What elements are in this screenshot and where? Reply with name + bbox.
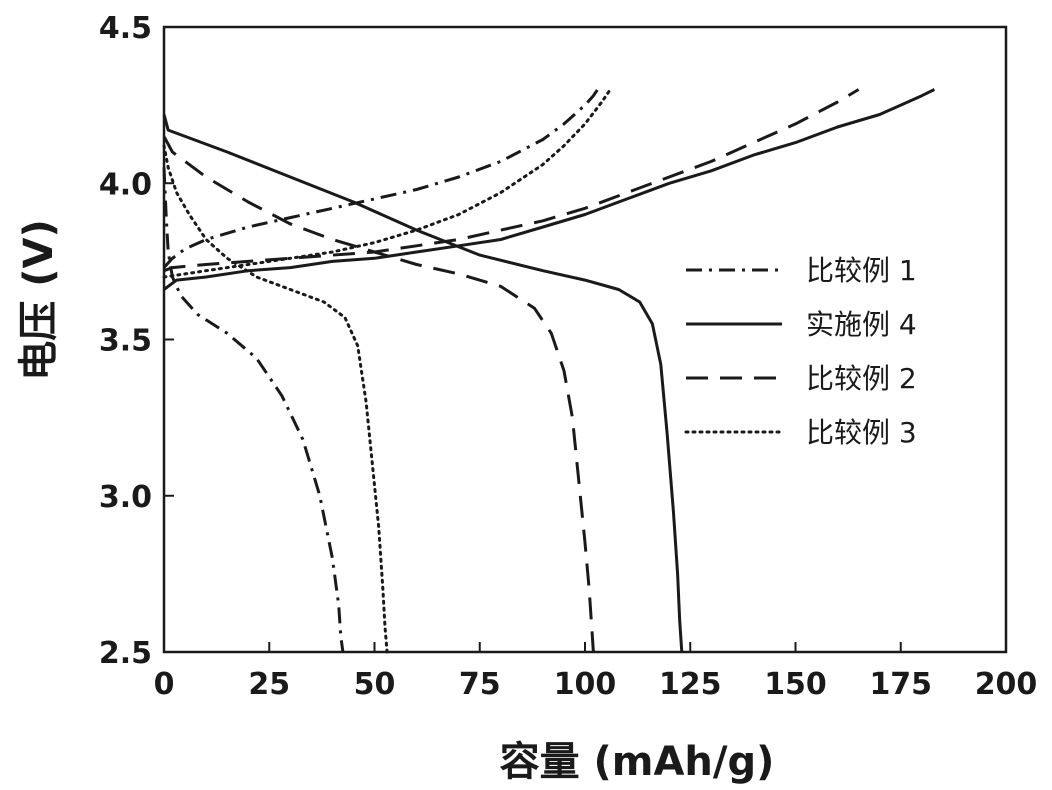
series-lines <box>162 88 936 654</box>
y-tick-label: 3.0 <box>99 480 152 515</box>
y-tick-label: 4.0 <box>99 167 152 202</box>
series-2-charge-line <box>163 88 936 291</box>
legend-label-3: 比较例 2 <box>806 362 917 395</box>
x-tick-label: 150 <box>764 667 827 702</box>
x-tick-label: 200 <box>975 667 1038 702</box>
series-4-discharge-line <box>162 144 389 654</box>
series-1-charge-line <box>162 88 599 269</box>
legend-label-4: 比较例 3 <box>806 416 917 449</box>
series-3-discharge-line <box>162 135 595 653</box>
y-axis-ticks: 2.5 3.0 3.5 4.0 4.5 <box>99 11 174 671</box>
x-tick-label: 50 <box>354 667 396 702</box>
y-tick-label: 3.5 <box>99 324 152 359</box>
legend: 比较例 1 实施例 4 比较例 2 比较例 3 <box>684 254 917 449</box>
x-tick-label: 75 <box>459 667 501 702</box>
series-4-charge-line <box>162 88 612 279</box>
x-tick-label: 25 <box>248 667 290 702</box>
legend-label-2: 实施例 4 <box>806 308 917 341</box>
x-axis-title: 容量 (mAh/g) <box>500 739 775 785</box>
series-3-charge-line <box>163 88 860 273</box>
x-axis-ticks: 0 25 50 75 100 125 150 175 200 <box>154 642 1038 702</box>
legend-label-1: 比较例 1 <box>806 254 917 287</box>
x-tick-label: 0 <box>154 667 175 702</box>
y-tick-label: 2.5 <box>99 636 152 671</box>
y-axis-title: 电压 (V) <box>16 219 62 380</box>
y-tick-label: 4.5 <box>99 11 152 46</box>
x-tick-label: 175 <box>869 667 932 702</box>
x-tick-label: 125 <box>659 667 722 702</box>
series-2-discharge-line <box>162 114 684 653</box>
x-tick-label: 100 <box>554 667 617 702</box>
series-1-discharge-line <box>162 167 345 653</box>
